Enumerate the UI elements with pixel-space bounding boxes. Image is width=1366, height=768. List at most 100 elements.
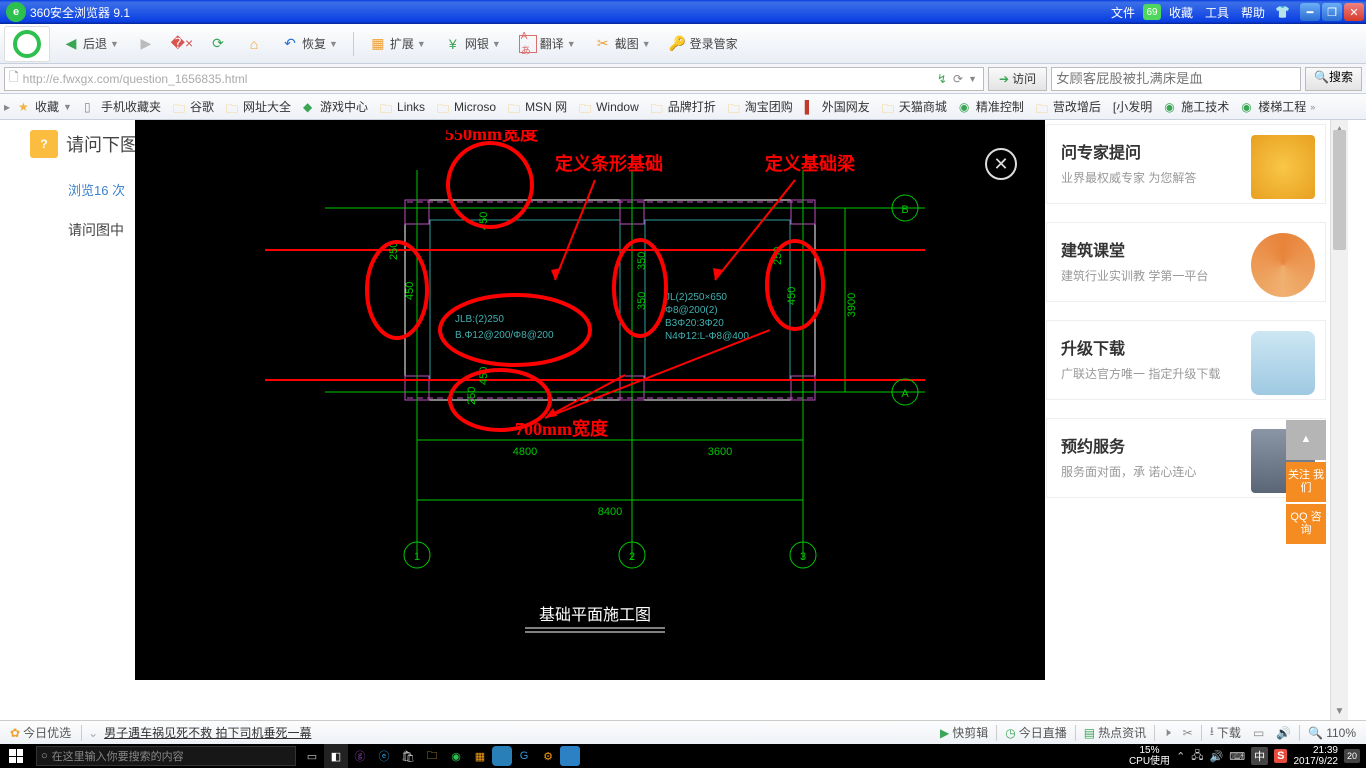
svg-text:1: 1 [414,551,420,563]
bookmark-item[interactable]: ◆游戏中心 [299,96,372,117]
bookmark-item[interactable]: 🗀网址大全 [222,96,295,117]
yen-icon: ¥ [444,35,462,53]
menu-favorites[interactable]: 收藏 [1163,4,1199,21]
bookmark-item[interactable]: ★收藏▼ [14,96,76,117]
bookmark-item[interactable]: 🗀Microso [433,98,500,116]
bookmark-item[interactable]: ◉楼梯工程» [1237,96,1319,117]
app-icon[interactable] [560,746,580,766]
ext-button[interactable]: ▦扩展▼ [363,32,432,56]
bookmark-item[interactable]: 🗀Window [575,98,643,116]
sogou-icon[interactable]: S [1274,749,1287,763]
bookmark-item[interactable]: 🗀天猫商城 [878,96,951,117]
close-button[interactable]: ✕ [1344,3,1364,21]
bookmark-item[interactable]: ◉施工技术 [1160,96,1233,117]
app-icon[interactable]: ▦ [468,744,492,768]
cut-icon[interactable]: ✂ [1179,726,1197,740]
search-input[interactable] [1051,67,1301,91]
refresh-button[interactable]: ⟳ [203,32,233,56]
menu-file[interactable]: 文件 [1105,4,1141,21]
bookmark-item[interactable]: ▌外国网友 [801,96,874,117]
svg-text:350: 350 [636,252,648,270]
login-mgr-button[interactable]: 🔑登录管家 [663,32,744,56]
svg-text:250: 250 [466,387,478,405]
start-button[interactable] [0,744,32,768]
back-button[interactable]: ◀后退▼ [56,32,125,56]
site-icon: 🗋 [9,68,19,89]
minimize-button[interactable]: ━ [1300,3,1320,21]
forward-icon: ▶ [137,35,155,53]
taskbar-search[interactable]: ○在这里输入你要搜索的内容 [36,746,296,766]
page-scrollbar[interactable]: ▲ ▼ [1330,120,1348,720]
taskview-icon[interactable]: ▭ [300,744,324,768]
bookmark-item[interactable]: 🗀品牌打折 [647,96,720,117]
store-icon[interactable]: 🛍 [396,744,420,768]
mute-icon[interactable]: 🕨 [1159,725,1175,740]
cpu-meter[interactable]: 15%CPU使用 [1129,745,1170,767]
side-card-expert[interactable]: 问专家提问 业界最权威专家 为您解答 [1046,124,1326,204]
bookmark-item[interactable]: 🗀淘宝团购 [724,96,797,117]
key-icon: 🔑 [669,35,687,53]
explorer-icon[interactable]: 🗀 [420,744,444,768]
bank-button[interactable]: ¥网银▼ [438,32,507,56]
app-icon[interactable]: G [512,744,536,768]
ime-badge[interactable]: 中 [1251,747,1268,765]
follow-button[interactable]: 关注 我们 [1286,462,1326,502]
menu-tools[interactable]: 工具 [1199,4,1235,21]
visit-button[interactable]: ➔访问 [988,67,1047,91]
app-icon[interactable] [492,746,512,766]
clock[interactable]: 21:392017/9/22 [1293,745,1338,767]
side-card-service[interactable]: 预约服务 服务面对面，承 诺心连心 [1046,418,1326,498]
today-picks[interactable]: ✿今日优选 [6,724,75,741]
translate-button[interactable]: Aあ翻译▼ [513,32,582,56]
bm-toggle-icon[interactable]: ▸ [4,100,10,114]
bookmark-item[interactable]: 🗀Links [376,98,429,116]
live-button[interactable]: ◷今日直播 [1001,724,1071,741]
bookmark-item[interactable]: [小发明 [1109,96,1156,117]
question-icon: ? [30,130,58,158]
keyboard-icon[interactable]: ⌨ [1229,750,1245,763]
stop-button[interactable]: �× [167,32,197,56]
restore-button[interactable]: ↶恢复▼ [275,32,344,56]
maximize-button[interactable]: ❐ [1322,3,1342,21]
quickedit-button[interactable]: ▶快剪辑 [936,724,992,741]
side-card-download[interactable]: 升级下载 广联达官方唯一 指定升级下载 [1046,320,1326,400]
hotnews-button[interactable]: ▤热点资讯 [1080,724,1150,741]
app-icon[interactable]: ⚙ [536,744,560,768]
address-input[interactable]: 🗋 http://e.fwxgx.com/question_1656835.ht… [4,67,984,91]
search-button[interactable]: 🔍搜索 [1305,67,1362,91]
app-icon[interactable]: ⓖ [348,744,372,768]
app-icon[interactable]: ◧ [324,744,348,768]
news-headline-link[interactable]: 男子遇车祸见死不救 拍下司机垂死一幕 [104,724,311,741]
menu-help[interactable]: 帮助 [1235,4,1271,21]
qq-consult-button[interactable]: QQ 咨询 [1286,504,1326,544]
notification-icon[interactable]: 20 [1344,749,1360,763]
bookmark-item[interactable]: 🗀MSN 网 [504,96,571,117]
browser-home-icon[interactable] [4,26,50,62]
bookmark-item[interactable]: 🗀谷歌 [169,96,218,117]
360-icon[interactable]: ◉ [444,744,468,768]
edge-icon[interactable]: ⓔ [372,744,396,768]
scroll-top-button[interactable]: ▲ [1286,420,1326,460]
pip-icon[interactable]: ▭ [1249,726,1268,740]
reload-icon[interactable]: ⟳ [950,71,966,87]
home-button[interactable]: ⌂ [239,32,269,56]
volume-icon[interactable]: 🔊 [1210,750,1224,763]
bookmark-item[interactable]: 🗀营改增后 [1032,96,1105,117]
compat-icon[interactable]: ↯ [934,71,950,87]
tray-up-icon[interactable]: ⌃ [1176,750,1185,763]
bookmark-item[interactable]: ▯手机收藏夹 [80,96,165,117]
sound-icon[interactable]: 🔊 [1272,726,1295,740]
screenshot-button[interactable]: ✂截图▼ [588,32,657,56]
download-button[interactable]: ⭳下载 [1206,722,1245,743]
lightbox-close-button[interactable]: ✕ [985,148,1017,180]
undo-icon: ↶ [281,35,299,53]
scroll-down-icon[interactable]: ▼ [1331,702,1348,720]
forward-button[interactable]: ▶ [131,32,161,56]
network-icon[interactable]: 🖧 [1191,747,1203,766]
browser-statusbar: ✿今日优选 ⌄ 男子遇车祸见死不救 拍下司机垂死一幕 ▶快剪辑 ◷今日直播 ▤热… [0,720,1366,744]
zoom-level[interactable]: 🔍110% [1304,726,1360,740]
skin-icon[interactable]: 👕 [1275,5,1290,19]
bookmark-item[interactable]: ◉精准控制 [955,96,1028,117]
side-card-class[interactable]: 建筑课堂 建筑行业实训教 学第一平台 [1046,222,1326,302]
scroll-thumb[interactable] [1333,130,1346,250]
